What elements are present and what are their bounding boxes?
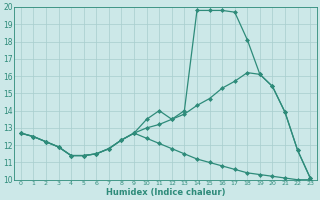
X-axis label: Humidex (Indice chaleur): Humidex (Indice chaleur) [106, 188, 225, 197]
